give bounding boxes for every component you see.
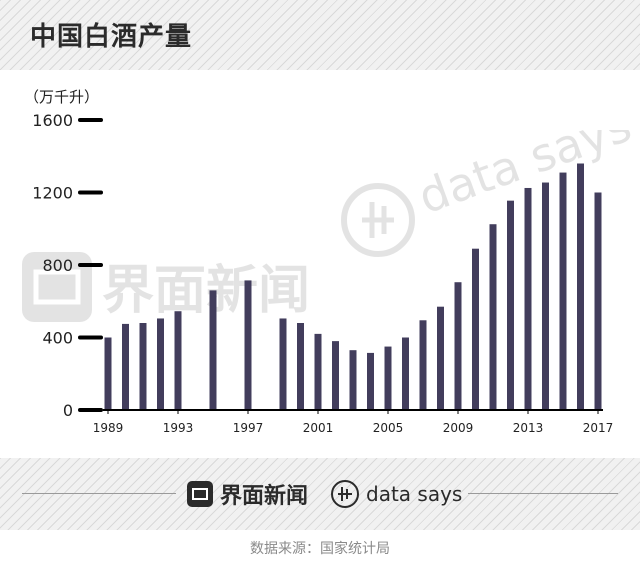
y-tick-label: 1200 xyxy=(32,184,73,203)
x-tick-label: 1993 xyxy=(163,421,194,435)
data-source: 数据来源：国家统计局 xyxy=(250,541,390,557)
y-tick-label: 1600 xyxy=(32,111,73,130)
x-tick-label: 2009 xyxy=(443,421,474,435)
bar xyxy=(279,318,287,410)
y-axis-unit-label: （万千升） xyxy=(24,88,100,106)
bar xyxy=(349,350,357,410)
bar xyxy=(122,323,129,410)
page-title: 中国白酒产量 xyxy=(30,22,193,52)
datasays-logo: data says xyxy=(330,478,462,510)
bar xyxy=(524,187,532,410)
bar xyxy=(419,320,427,410)
bar xyxy=(559,172,567,410)
bar-chart: 0 400 800 1200 1600 1989 1993 1997 2001 2005 2009 2… xyxy=(32,111,614,435)
x-tick-label: 2013 xyxy=(513,421,544,435)
x-tick-label: 2017 xyxy=(583,421,614,435)
bar xyxy=(384,346,392,410)
bar xyxy=(157,318,164,410)
footer-band xyxy=(0,458,640,530)
x-tick-label: 1989 xyxy=(93,421,124,435)
bar xyxy=(297,323,304,410)
bar xyxy=(489,224,497,410)
bar xyxy=(209,290,217,410)
bar xyxy=(104,337,112,410)
header-banner: 中国白酒产量 xyxy=(0,0,640,70)
footer-divider-left xyxy=(22,493,176,494)
datasays-name: data says xyxy=(366,482,463,506)
bar xyxy=(314,333,322,410)
footer-divider-right xyxy=(468,493,618,494)
jiemian-logo-icon xyxy=(187,481,213,507)
y-tick-label: 0 xyxy=(63,401,73,420)
brand-name: 界面新闻 xyxy=(220,484,309,509)
x-tick-label: 2001 xyxy=(303,421,334,435)
y-tick-label: 400 xyxy=(42,329,73,348)
x-tick-label: 1997 xyxy=(233,421,264,435)
bar xyxy=(507,200,514,410)
bar xyxy=(594,192,602,410)
bar xyxy=(472,248,479,410)
y-tick-label: 800 xyxy=(42,256,73,275)
x-tick-label: 2005 xyxy=(373,421,404,435)
bar xyxy=(139,323,147,410)
bar xyxy=(454,282,462,410)
datasays-logo-icon xyxy=(331,480,359,508)
bar xyxy=(542,182,549,410)
bar xyxy=(332,341,339,410)
brand-logo: 界面新闻 xyxy=(186,478,308,510)
bar xyxy=(174,311,182,410)
bar xyxy=(437,306,444,410)
bar xyxy=(402,337,409,410)
bar xyxy=(244,280,252,410)
bar xyxy=(577,163,584,410)
bar xyxy=(367,352,374,410)
